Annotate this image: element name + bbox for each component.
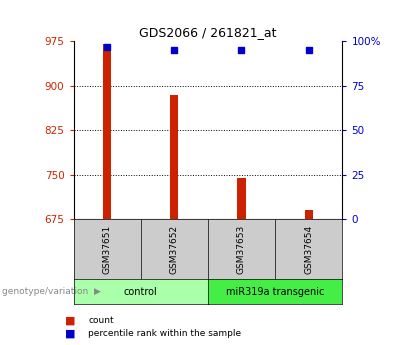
Text: ■: ■ (65, 316, 76, 325)
Text: count: count (88, 316, 114, 325)
Text: percentile rank within the sample: percentile rank within the sample (88, 329, 242, 338)
Text: GSM37654: GSM37654 (304, 225, 313, 274)
Text: ■: ■ (65, 329, 76, 338)
Text: GSM37652: GSM37652 (170, 225, 179, 274)
Text: genotype/variation  ▶: genotype/variation ▶ (2, 287, 101, 296)
Text: GSM37653: GSM37653 (237, 225, 246, 274)
Bar (237, 178, 246, 219)
Text: control: control (124, 287, 158, 297)
Text: miR319a transgenic: miR319a transgenic (226, 287, 324, 297)
Bar (103, 45, 111, 219)
Title: GDS2066 / 261821_at: GDS2066 / 261821_at (139, 26, 277, 39)
Bar (170, 95, 178, 219)
Text: GSM37651: GSM37651 (102, 225, 112, 274)
Bar (304, 210, 313, 219)
